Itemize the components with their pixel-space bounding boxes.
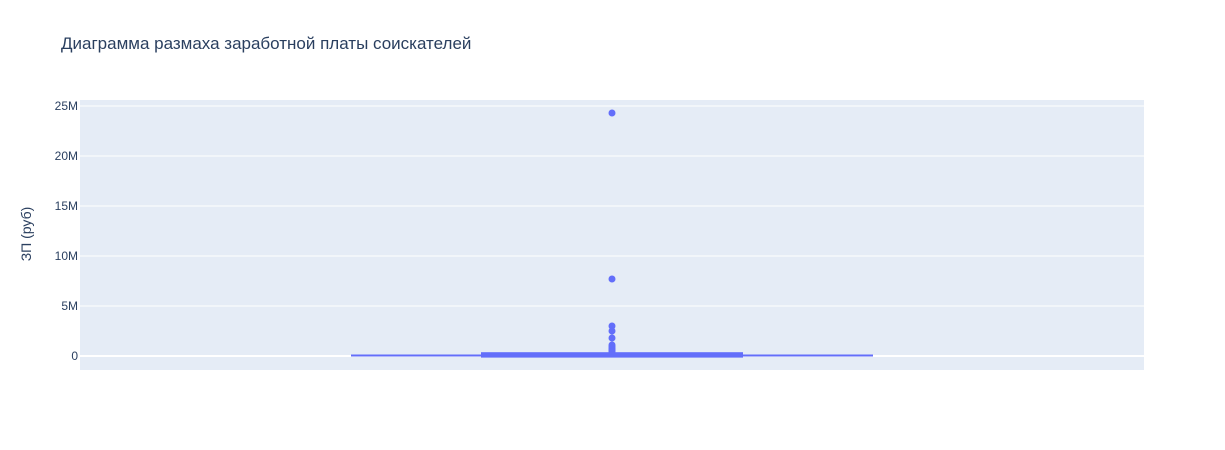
y-tick-labels: 0 5M 10M 15M 20M 25M — [55, 99, 79, 363]
outlier-point — [608, 109, 616, 117]
outlier-point — [608, 334, 616, 342]
y-tick-label: 20M — [55, 149, 78, 163]
y-tick-label: 5M — [61, 299, 78, 313]
outlier-points — [608, 109, 616, 355]
outlier-point — [608, 348, 616, 355]
y-tick-label: 15M — [55, 199, 78, 213]
outlier-point — [608, 322, 616, 330]
y-tick-label: 10M — [55, 249, 78, 263]
outlier-point — [608, 275, 616, 283]
chart-title: Диаграмма размаха заработной платы соиск… — [61, 34, 472, 53]
y-tick-label: 0 — [71, 349, 78, 363]
outlier-point — [608, 327, 616, 335]
y-tick-label: 25M — [55, 99, 78, 113]
